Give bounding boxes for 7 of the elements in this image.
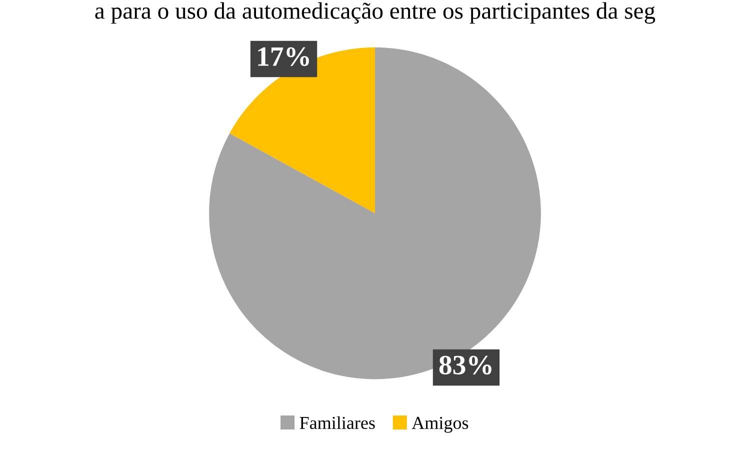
pie-slice <box>230 47 375 214</box>
data-label: 83% <box>439 356 492 375</box>
legend-label: Amigos <box>412 416 468 433</box>
data-label: 17% <box>258 47 309 66</box>
pie-slice <box>209 47 541 380</box>
chart-title: a para o uso da automedicação entre os participantes da seg <box>95 2 656 24</box>
legend-label: Familiares <box>300 416 375 430</box>
